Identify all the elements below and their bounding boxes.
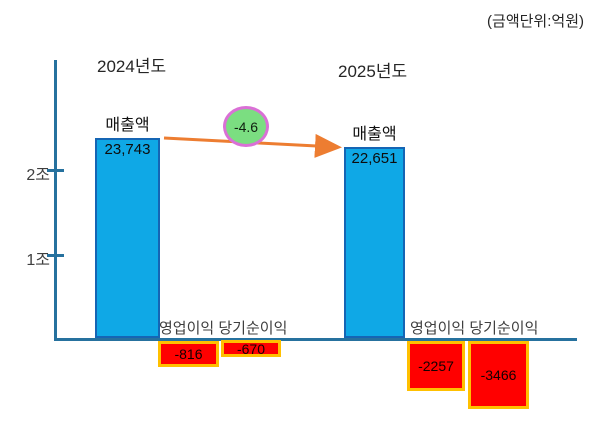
- revenue-label-2025: 매출액: [352, 126, 397, 143]
- y-tick-1jo: [47, 254, 64, 257]
- year-label-2024: 2024년도: [97, 57, 167, 76]
- profit-header-2024: 영업이익 당기순이익: [159, 320, 288, 337]
- y-tick-2jo: [47, 169, 64, 172]
- net-income-bar-2025: -3466: [468, 341, 529, 409]
- revenue-bar-2025: 22,651: [344, 147, 405, 338]
- profit-header-2025: 영업이익 당기순이익: [410, 320, 539, 337]
- x-axis-baseline: [54, 338, 577, 341]
- year-label-2025: 2025년도: [338, 62, 408, 81]
- y-tick-label-1jo: 1조: [26, 252, 50, 269]
- change-percent-badge: -4.6: [223, 106, 269, 147]
- operating-profit-bar-2025: -2257: [407, 341, 465, 391]
- operating-profit-bar-2024: -816: [158, 341, 219, 367]
- revenue-value-2025: 22,651: [351, 150, 398, 167]
- unit-note: (금액단위:억원): [487, 13, 584, 30]
- y-tick-label-2jo: 2조: [26, 167, 50, 184]
- y-axis-line: [54, 60, 57, 341]
- revenue-label-2024: 매출액: [105, 117, 150, 134]
- revenue-value-2024: 23,743: [104, 141, 151, 158]
- net-income-bar-2024: -670: [221, 340, 281, 357]
- revenue-bar-2024: 23,743: [95, 138, 160, 338]
